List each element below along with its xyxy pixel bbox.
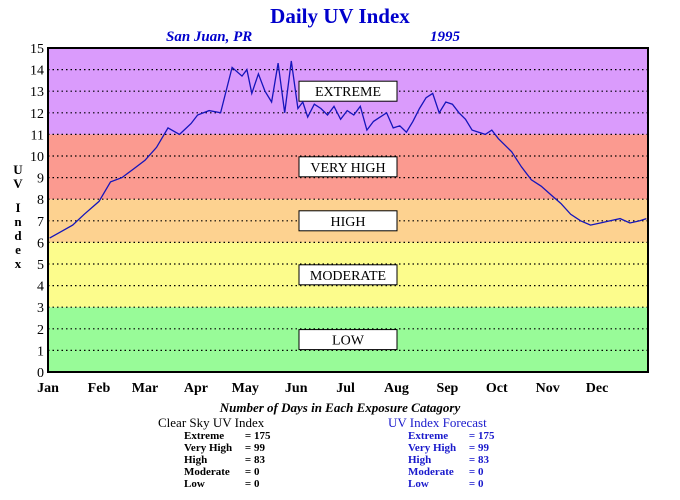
row-days: 83 [478,454,489,466]
y-tick-label: 1 [37,344,44,359]
row-name: Moderate [184,466,230,478]
clear-sky-title: Clear Sky UV Index [158,415,265,430]
table-row: Low = 0 [184,478,260,490]
band-label-box-high [298,210,398,232]
band-labels: LOW MODERATE HIGH VERY HIGH EXTREME [298,80,398,351]
table-row: Moderate = 0 [184,466,260,478]
x-tick-label-jul: Jul [336,381,355,396]
y-tick-label: 5 [37,258,44,273]
row-name: High [408,454,432,466]
series-layer [49,60,647,239]
x-tick-label-nov: Nov [536,381,560,396]
table-row: High = 83 [184,454,265,466]
chart-subtitle-location: San Juan, PR [166,29,252,45]
y-tick-label: 6 [37,236,44,251]
y-axis-label-char: d [14,228,22,243]
band-label-box-low [298,329,398,351]
band-label-box-very-high [298,156,398,178]
x-tick-label-jan: Jan [37,381,59,396]
band-label-low: LOW [332,334,365,349]
y-tick-label: 11 [31,128,44,143]
y-tick-label: 12 [30,107,44,122]
row-days: 99 [254,442,265,454]
y-tick-label: 3 [37,301,44,316]
summary-title: Number of Days in Each Exposure Catagory [219,400,461,415]
row-days: 99 [478,442,489,454]
y-tick-label: 0 [37,366,44,381]
x-tick-label-may: May [232,381,259,396]
band-label-box-moderate [298,264,398,286]
row-name: Extreme [184,430,225,442]
row-name: Low [408,478,429,490]
x-tick-label-oct: Oct [486,381,508,396]
clear-sky-table: Clear Sky UV Index Extreme = 175 Very High… [158,415,271,490]
x-tick-label-sep: Sep [437,381,459,396]
row-days: 175 [254,430,271,442]
row-days: 0 [254,478,260,490]
chart-subtitle-year: 1995 [430,29,461,45]
band-label-extreme: EXTREME [315,85,381,100]
table-row: Extreme = 175 [408,430,495,442]
table-row: Very High = 99 [184,442,265,454]
y-tick-label: 14 [30,64,44,79]
y-tick-label: 4 [37,280,44,295]
y-tick-label: 13 [30,85,44,100]
row-days: 175 [478,430,495,442]
forecast-table: UV Index Forecast Extreme = 175 Very High =… [388,415,495,490]
row-days: 0 [254,466,260,478]
x-tick-label-aug: Aug [384,381,409,396]
x-tick-label-feb: Feb [88,381,111,396]
x-tick-label-jun: Jun [285,381,308,396]
table-row: Moderate = 0 [408,466,484,478]
y-tick-label: 7 [37,215,44,230]
x-axis: Jan Feb Mar Apr May Jun Jul Aug Sep Oct Nov Dec [37,381,608,396]
y-axis-label-char: U [13,162,23,177]
y-axis-label-char: x [15,256,22,271]
table-row: Low = 0 [408,478,484,490]
row-name: Very High [408,442,457,454]
x-tick-label-apr: Apr [184,381,208,396]
row-name: Moderate [408,466,454,478]
chart-title: Daily UV Index [270,4,410,28]
y-axis-label-char: e [15,242,21,257]
row-name: Low [184,478,205,490]
row-name: Extreme [408,430,449,442]
y-axis-label-char: n [14,214,22,229]
y-tick-label: 15 [30,42,44,57]
row-name: Very High [184,442,233,454]
row-days: 83 [254,454,265,466]
y-axis-label-char: V [13,176,23,191]
row-days: 0 [478,466,484,478]
forecast-title: UV Index Forecast [388,415,487,430]
x-tick-label-dec: Dec [586,381,609,396]
band-label-moderate: MODERATE [310,269,386,284]
plot-frame [47,47,649,373]
row-days: 0 [478,478,484,490]
table-row: Extreme = 175 [184,430,271,442]
y-tick-label: 9 [37,172,44,187]
y-tick-label: 8 [37,193,44,208]
row-name: High [184,454,208,466]
band-label-box-extreme [298,80,398,102]
y-tick-label: 2 [37,323,44,338]
table-row: High = 83 [408,454,489,466]
x-tick-label-mar: Mar [132,381,158,396]
band-label-high: HIGH [331,215,366,230]
band-label-very-high: VERY HIGH [310,161,385,176]
gridlines [48,68,648,351]
table-row: Very High = 99 [408,442,489,454]
y-tick-label: 10 [30,150,44,165]
series-line-0 [49,60,647,239]
y-axis-label-char: I [15,200,20,215]
